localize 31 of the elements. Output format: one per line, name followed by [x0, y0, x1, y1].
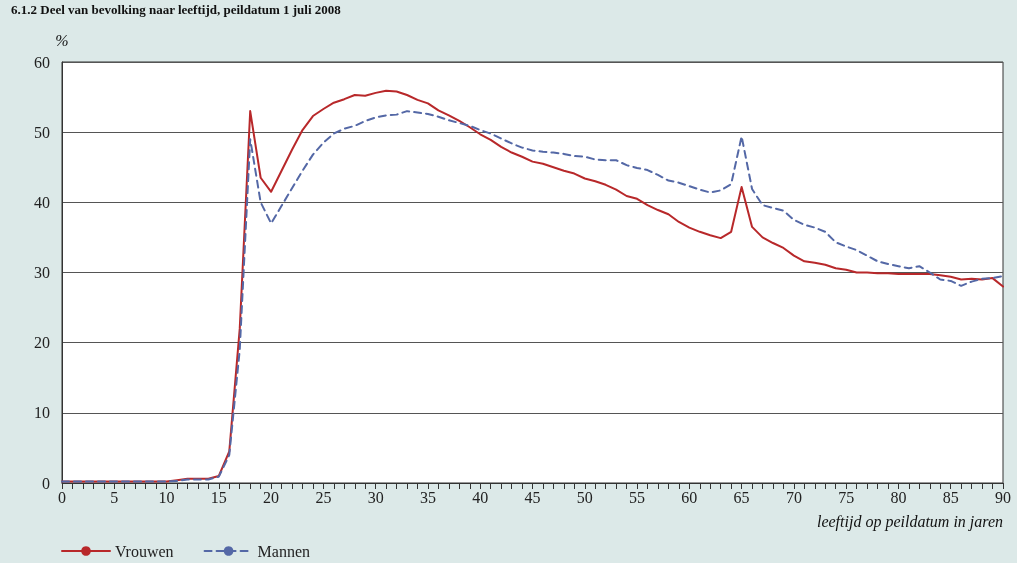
y-tick-label: 20 — [34, 334, 50, 352]
x-tick-label: 25 — [315, 488, 332, 506]
x-tick-label: 70 — [785, 488, 802, 506]
x-tick-label: 5 — [110, 488, 119, 506]
x-tick-label: 45 — [524, 488, 541, 506]
x-tick-label: 35 — [419, 488, 436, 506]
x-tick-label: 20 — [263, 488, 280, 506]
x-tick-label: 15 — [210, 488, 227, 506]
x-tick-label: 50 — [576, 488, 593, 506]
x-tick-label: 90 — [995, 488, 1011, 506]
y-tick-label: 30 — [34, 264, 50, 281]
y-axis-title: % — [55, 31, 69, 49]
y-tick-label: 60 — [34, 53, 50, 71]
x-tick-label: 65 — [733, 488, 750, 506]
x-tick-label: 75 — [838, 488, 855, 506]
x-tick-label: 85 — [942, 488, 959, 506]
y-tick-label: 10 — [34, 404, 50, 422]
x-tick-label: 55 — [629, 488, 646, 506]
legend-label: Mannen — [257, 542, 311, 560]
y-tick-label: 0 — [42, 474, 50, 492]
y-tick-label: 40 — [34, 193, 50, 211]
x-tick-label: 80 — [890, 488, 907, 506]
x-tick-label: 10 — [158, 488, 175, 506]
x-tick-label: 40 — [472, 488, 489, 506]
x-tick-label: 30 — [367, 488, 384, 506]
chart-title: 6.1.2 Deel van bevolking naar leeftijd, peildatum 1 juli 2008 — [11, 2, 342, 17]
x-tick-label: 0 — [58, 488, 66, 506]
x-tick-label: 60 — [681, 488, 698, 506]
y-tick-label: 50 — [34, 123, 50, 141]
legend-label: Vrouwen — [115, 542, 174, 560]
x-axis-title: leeftijd op peildatum in jaren — [816, 512, 1003, 531]
